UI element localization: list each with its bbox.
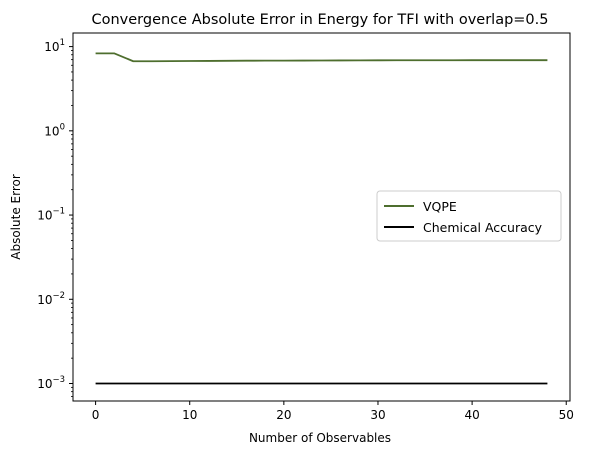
x-tick-label: 10 (182, 408, 197, 422)
legend-box (376, 190, 562, 242)
legend: VQPE Chemical Accuracy (376, 190, 562, 242)
x-tick-label: 20 (276, 408, 291, 422)
x-tick-label: 40 (464, 408, 479, 422)
y-tick-label: 100 (44, 122, 65, 138)
x-tick-label: 0 (92, 408, 100, 422)
legend-label-vqpe: VQPE (423, 199, 457, 214)
y-tick-label: 10−1 (37, 207, 65, 223)
y-tick-label: 101 (44, 38, 65, 54)
x-tick-label: 50 (559, 408, 574, 422)
y-tick-label: 10−2 (37, 291, 65, 307)
y-tick-label: 10−3 (37, 375, 65, 391)
y-axis: 10−3 10−2 10−1 100 101 (37, 38, 73, 397)
series-line-vqpe (95, 52, 548, 63)
series-layer (95, 52, 548, 385)
x-axis: 0 10 20 30 40 50 (92, 401, 574, 422)
y-axis-label: Absolute Error (9, 174, 23, 260)
chart-title: Convergence Absolute Error in Energy for… (91, 12, 548, 28)
legend-label-chemical-accuracy: Chemical Accuracy (423, 220, 543, 235)
x-tick-label: 30 (370, 408, 385, 422)
x-axis-label: Number of Observables (249, 431, 391, 445)
